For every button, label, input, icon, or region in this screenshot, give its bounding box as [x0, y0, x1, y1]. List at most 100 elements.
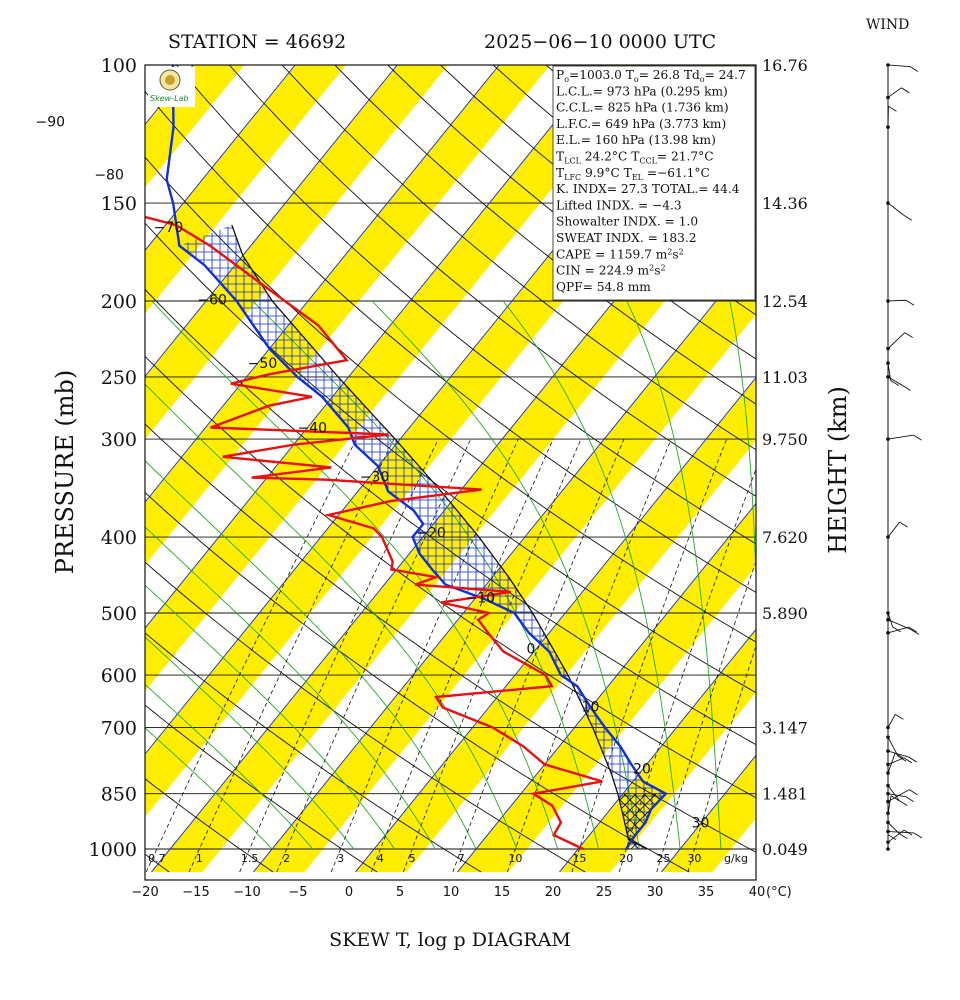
wind-barb-feather [890, 795, 900, 802]
mixing-ratio-label: 1.5 [241, 852, 259, 865]
wind-barb-feather [899, 800, 908, 807]
wind-barb [887, 757, 905, 765]
cin-region [617, 793, 666, 849]
isotherm-line [253, 250, 756, 873]
moist-adiabat [145, 460, 477, 850]
mixing-ratio-label: 1 [196, 852, 203, 865]
mixing-ratio-label: 25 [657, 852, 671, 865]
wind-barb-feather [910, 629, 920, 635]
stats-text: Showalter INDX. = 1.0 [556, 215, 698, 229]
wind-barb [887, 612, 894, 628]
shaded-isotherm-bands [0, 48, 960, 873]
x-unit-label: (°C) [766, 885, 792, 900]
wind-barb [887, 793, 906, 798]
wind-barb [887, 795, 892, 814]
wind-barb-feather [890, 380, 899, 386]
mixing-ratio-label: 7 [458, 852, 465, 865]
wind-barb-feather [903, 214, 913, 221]
station-label: STATION = 46692 [168, 31, 346, 53]
mixing-ratio-line [188, 438, 395, 873]
wind-barb-feather [899, 521, 908, 528]
temperature-tick-label: 20 [545, 885, 562, 900]
height-tick-label: 3.147 [762, 719, 808, 738]
mixing-ratio-label: 3 [337, 852, 344, 865]
stats-line: CAPE = 1159.7 m2s2 [556, 247, 684, 261]
wind-barb-feather [905, 299, 915, 306]
isotherm-band [0, 48, 54, 873]
stats-text: LFC [564, 173, 581, 182]
wind-barb-feather [887, 834, 897, 840]
sounding-profiles [145, 65, 668, 851]
pressure-tick-label: 1000 [89, 839, 137, 861]
mixing-ratio-line [402, 438, 582, 873]
moist-adiabat [145, 727, 273, 850]
stats-text: QPF= 54.8 mm [556, 280, 651, 294]
temperature-tick-label: 30 [647, 885, 664, 900]
mixing-ratio-labels: 0.7 1 1.5 2 3 4 5 7 10 15 20 25 30 g/kg [148, 852, 748, 865]
stats-line: L.C.L.= 973 hPa (0.295 km) [556, 84, 728, 98]
y2-axis-title: HEIGHT (km) [824, 386, 852, 554]
wind-barb [887, 822, 900, 834]
moist-adiabat [145, 683, 314, 850]
wind-barb-feather [903, 757, 913, 764]
stats-text: 2 [660, 264, 665, 273]
height-tick-label: 9.750 [762, 430, 808, 449]
isotherm-line [559, 628, 756, 873]
stats-line: TLCL 24.2°C TCCL= 21.7°C [556, 150, 714, 166]
wind-barb [887, 299, 906, 302]
mixing-ratio-line [656, 560, 756, 873]
mixing-ratio-line [370, 438, 554, 873]
stats-line: CIN = 224.9 m2s2 [556, 264, 666, 278]
wind-barb-feather [913, 434, 922, 441]
cape-cin-hatching [179, 225, 666, 849]
stats-text: = 26.8 Td [639, 68, 700, 82]
mixing-ratio-line [507, 438, 672, 873]
height-tick-label: 16.76 [762, 56, 808, 75]
stats-text: o [564, 75, 569, 84]
isotherm-band [145, 65, 449, 440]
mixing-ratio-label: 2 [283, 852, 290, 865]
dry-adiabat [145, 853, 170, 873]
temperature-ticks: −20 −15 −10 −5 0 5 10 15 20 25 30 35 40 [131, 885, 765, 900]
height-tick-label: 5.890 [762, 604, 808, 623]
isotherm-label: −70 [154, 220, 184, 236]
wind-barb-feather [909, 66, 919, 72]
stats-text: EL [632, 173, 644, 182]
stats-text: CAPE = 1159.7 m [556, 247, 668, 261]
stats-text: 2 [679, 247, 684, 256]
isotherm-line [145, 65, 398, 378]
dry-adiabat [145, 156, 756, 643]
temperature-tick-label: −20 [131, 885, 158, 900]
stats-text: LCL [564, 157, 581, 166]
wind-barb-feather [905, 796, 914, 803]
wind-barb-feather [908, 626, 918, 633]
stats-text: s [654, 264, 660, 278]
wind-barb-feather [892, 626, 901, 633]
mixing-ratio-label: 20 [619, 852, 633, 865]
stats-text: 24.2°C T [581, 150, 640, 164]
parcel-curve [231, 224, 648, 850]
height-tick-label: 11.03 [762, 368, 808, 387]
wind-barb [887, 619, 912, 630]
blue-profile-line [165, 65, 668, 850]
isotherm-band [145, 65, 347, 314]
stats-text: = 21.7°C [657, 150, 714, 164]
mixing-ratio-line [687, 644, 756, 873]
stats-text: 2 [667, 247, 672, 256]
wind-barb-feather [902, 385, 911, 391]
footer-title: SKEW T, log p DIAGRAM [329, 929, 571, 951]
moist-adiabat [626, 300, 722, 850]
pressure-tick-label: 250 [101, 367, 137, 389]
isotherm-line [865, 48, 960, 873]
isotherm-line [457, 502, 756, 873]
dry-adiabat [334, 65, 756, 405]
dry-adiabat [757, 65, 960, 872]
isotherm-label: −80 [94, 168, 124, 184]
height-tick-label: 14.36 [762, 194, 808, 213]
isotherm-band [866, 48, 960, 873]
mixing-ratio-label: 4 [377, 852, 384, 865]
pressure-tick-label: 200 [101, 291, 137, 313]
dry-adiabat [145, 704, 378, 873]
moist-adiabat [145, 383, 518, 850]
stats-text: E.L.= 160 hPa (13.98 km) [556, 133, 716, 147]
